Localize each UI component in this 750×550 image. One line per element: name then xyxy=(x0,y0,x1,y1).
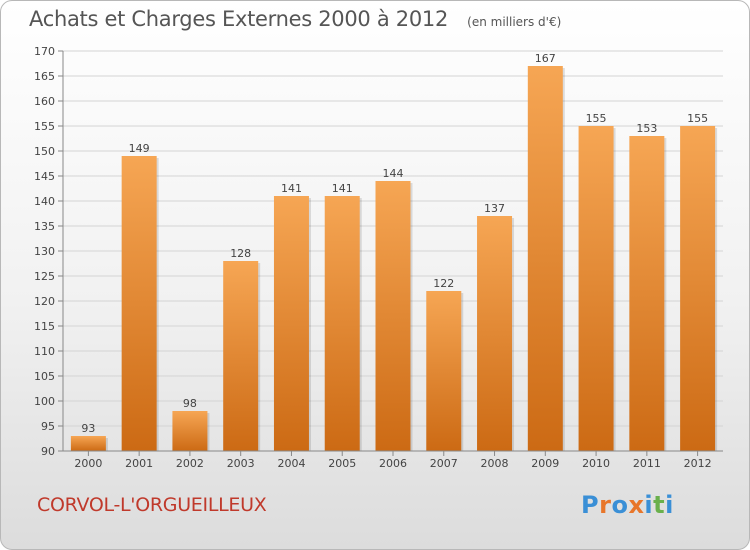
y-tick-label: 145 xyxy=(34,170,55,183)
x-tick-label: 2001 xyxy=(125,457,153,470)
bar-2001 xyxy=(121,156,157,451)
bar-2011 xyxy=(629,136,665,451)
bar-2004 xyxy=(273,196,309,451)
bar-value-label: 98 xyxy=(183,397,197,410)
y-tick-label: 130 xyxy=(34,245,55,258)
x-tick-label: 2008 xyxy=(481,457,509,470)
y-tick-label: 140 xyxy=(34,195,55,208)
y-tick-label: 105 xyxy=(34,370,55,383)
bar-value-label: 149 xyxy=(129,142,150,155)
bar-value-label: 128 xyxy=(230,247,251,260)
bar-value-label: 122 xyxy=(433,277,454,290)
y-tick-label: 90 xyxy=(41,445,55,458)
bar-2009 xyxy=(527,66,563,451)
x-tick-label: 2009 xyxy=(531,457,559,470)
logo-letter: r xyxy=(599,491,612,519)
bar-value-label: 137 xyxy=(484,202,505,215)
x-tick-label: 2000 xyxy=(74,457,102,470)
x-tick-label: 2006 xyxy=(379,457,407,470)
y-tick-label: 120 xyxy=(34,295,55,308)
x-tick-label: 2011 xyxy=(633,457,661,470)
logo-letter: i xyxy=(665,491,674,519)
x-tick-label: 2007 xyxy=(430,457,458,470)
bar-2005 xyxy=(324,196,360,451)
bar-2008 xyxy=(477,216,513,451)
bar-value-label: 93 xyxy=(81,422,95,435)
bar-2006 xyxy=(375,181,411,451)
y-tick-label: 170 xyxy=(34,45,55,58)
y-tick-label: 165 xyxy=(34,70,55,83)
x-tick-label: 2010 xyxy=(582,457,610,470)
y-tick-label: 110 xyxy=(34,345,55,358)
logo-letter: t xyxy=(653,491,666,519)
y-tick-label: 135 xyxy=(34,220,55,233)
bar-2002 xyxy=(172,411,208,451)
bar-value-label: 141 xyxy=(332,182,353,195)
logo-letter: i xyxy=(644,491,654,519)
y-tick-label: 95 xyxy=(41,420,55,433)
bar-value-label: 167 xyxy=(535,52,556,65)
y-tick-label: 115 xyxy=(34,320,55,333)
bars: 93 149 98 128 141 141 144 122 137 167 155 153 155 xyxy=(70,52,718,451)
bar-value-label: 155 xyxy=(586,112,607,125)
bar-2010 xyxy=(578,126,614,451)
x-tick-label: 2002 xyxy=(176,457,204,470)
bar-value-label: 155 xyxy=(687,112,708,125)
x-tick-label: 2004 xyxy=(277,457,305,470)
y-tick-label: 150 xyxy=(34,145,55,158)
bar-2003 xyxy=(223,261,259,451)
y-tick-label: 100 xyxy=(34,395,55,408)
x-tick-label: 2003 xyxy=(227,457,255,470)
y-tick-label: 125 xyxy=(34,270,55,283)
logo-letter: x xyxy=(628,491,645,519)
axes: 90 95 100 105 110 115 120 125 130 135 140 145 150 155… xyxy=(34,45,723,470)
commune-name: CORVOL-L'ORGUEILLEUX xyxy=(37,494,267,516)
title-row: Achats et Charges Externes 2000 à 2012 (… xyxy=(29,7,561,31)
proxiti-logo: Proxiti xyxy=(581,491,674,519)
x-tick-label: 2012 xyxy=(684,457,712,470)
chart-title: Achats et Charges Externes 2000 à 2012 xyxy=(29,7,449,31)
chart-unit: (en milliers d'€) xyxy=(467,15,562,29)
bar-value-label: 153 xyxy=(636,122,657,135)
bar-value-label: 144 xyxy=(383,167,404,180)
bar-2000 xyxy=(70,436,106,451)
y-tick-label: 155 xyxy=(34,120,55,133)
bar-2012 xyxy=(680,126,716,451)
x-tick-label: 2005 xyxy=(328,457,356,470)
y-tick-label: 160 xyxy=(34,95,55,108)
logo-letter: o xyxy=(611,491,629,519)
logo-letter: P xyxy=(581,491,600,519)
bar-2007 xyxy=(426,291,462,451)
bar-value-label: 141 xyxy=(281,182,302,195)
